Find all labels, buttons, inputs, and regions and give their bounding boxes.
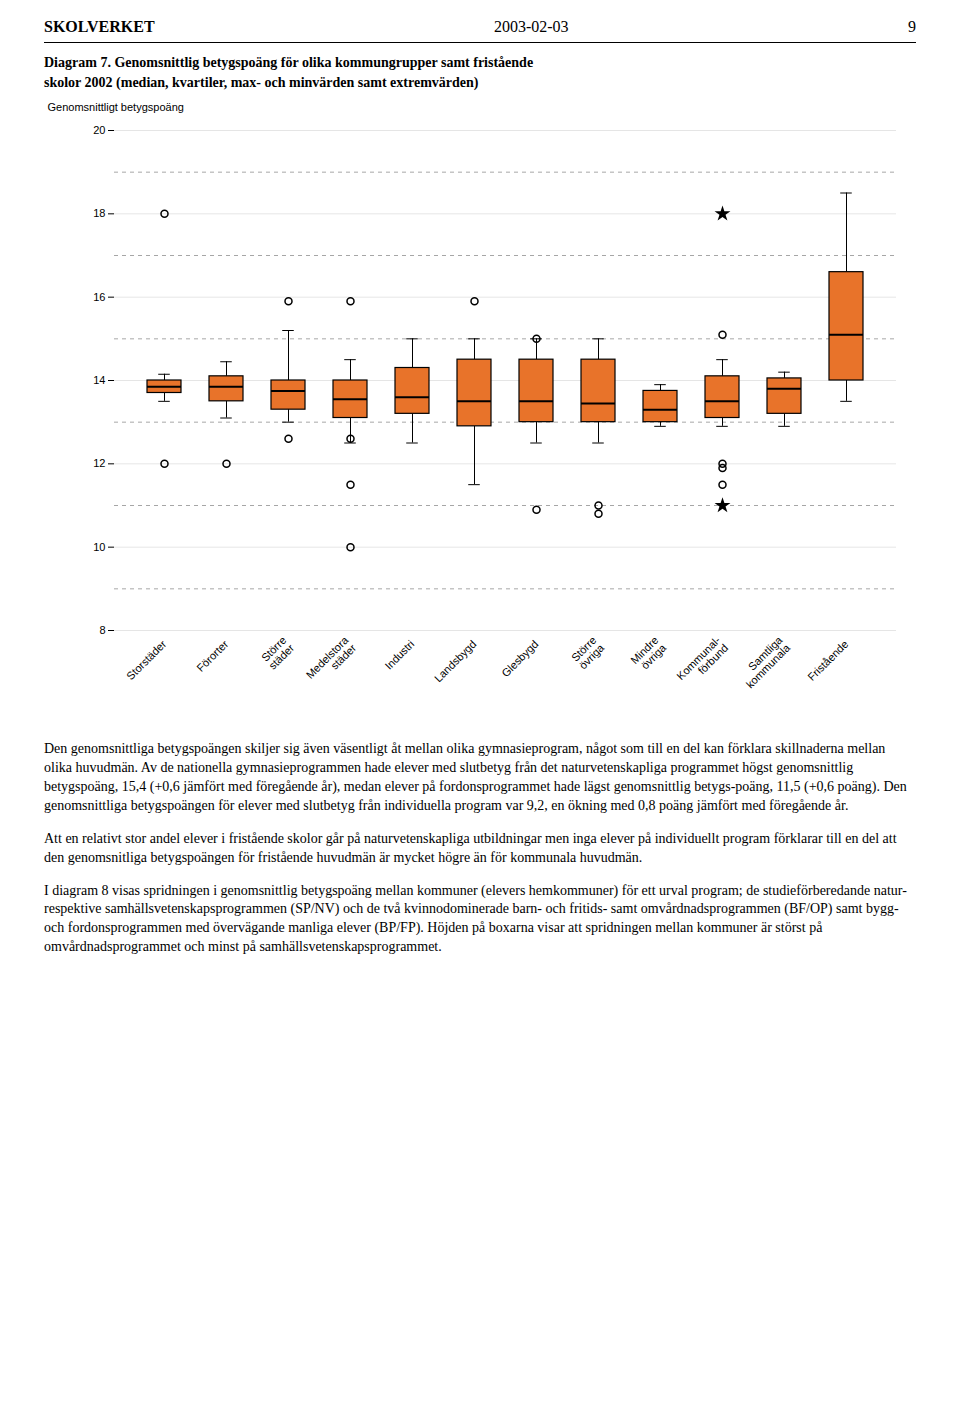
html-text:SKOLVERKET: SKOLVERKET bbox=[44, 18, 155, 35]
svg-text:10: 10 bbox=[93, 541, 105, 553]
svg-text:Genomsnittligt betygspoäng: Genomsnittligt betygspoäng bbox=[48, 101, 184, 113]
svg-text:Storstäder: Storstäder bbox=[124, 638, 169, 683]
svg-text:Kommunal-förbund: Kommunal-förbund bbox=[674, 634, 730, 690]
html-text:Den genomsnittliga betygspoäng: Den genomsnittliga betygspoängen skiljer… bbox=[44, 741, 907, 813]
svg-text:Glesbygd: Glesbygd bbox=[499, 638, 540, 679]
svg-text:18: 18 bbox=[93, 208, 105, 220]
svg-text:14: 14 bbox=[93, 374, 105, 386]
html-text:Att en relativt stor andel ele: Att en relativt stor andel elever i fris… bbox=[44, 830, 897, 865]
svg-text:Landsbygd: Landsbygd bbox=[432, 638, 479, 685]
html-text:2003-02-03: 2003-02-03 bbox=[494, 18, 569, 35]
svg-text:Mindreövriga: Mindreövriga bbox=[628, 633, 669, 674]
svg-text:Förorter: Förorter bbox=[194, 638, 230, 674]
svg-text:20: 20 bbox=[93, 124, 105, 136]
svg-text:Medelstorastäder: Medelstorastäder bbox=[304, 633, 359, 688]
svg-text:Störreövriga: Störreövriga bbox=[569, 633, 607, 671]
svg-text:12: 12 bbox=[93, 458, 105, 470]
svg-text:16: 16 bbox=[93, 291, 105, 303]
svg-text:8: 8 bbox=[99, 624, 105, 636]
html-text:9: 9 bbox=[908, 18, 916, 35]
svg-text:Störrestäder: Störrestäder bbox=[258, 634, 296, 672]
svg-text:Industri: Industri bbox=[382, 638, 416, 672]
svg-text:Fristående: Fristående bbox=[805, 638, 850, 683]
html-text:I diagram 8 visas spridningen: I diagram 8 visas spridningen i genomsni… bbox=[44, 882, 907, 955]
svg-text:Samtligakommunala: Samtligakommunala bbox=[736, 633, 793, 690]
html-text:Diagram 7. Genomsnittlig betyg: Diagram 7. Genomsnittlig betygspoäng för… bbox=[44, 55, 534, 90]
